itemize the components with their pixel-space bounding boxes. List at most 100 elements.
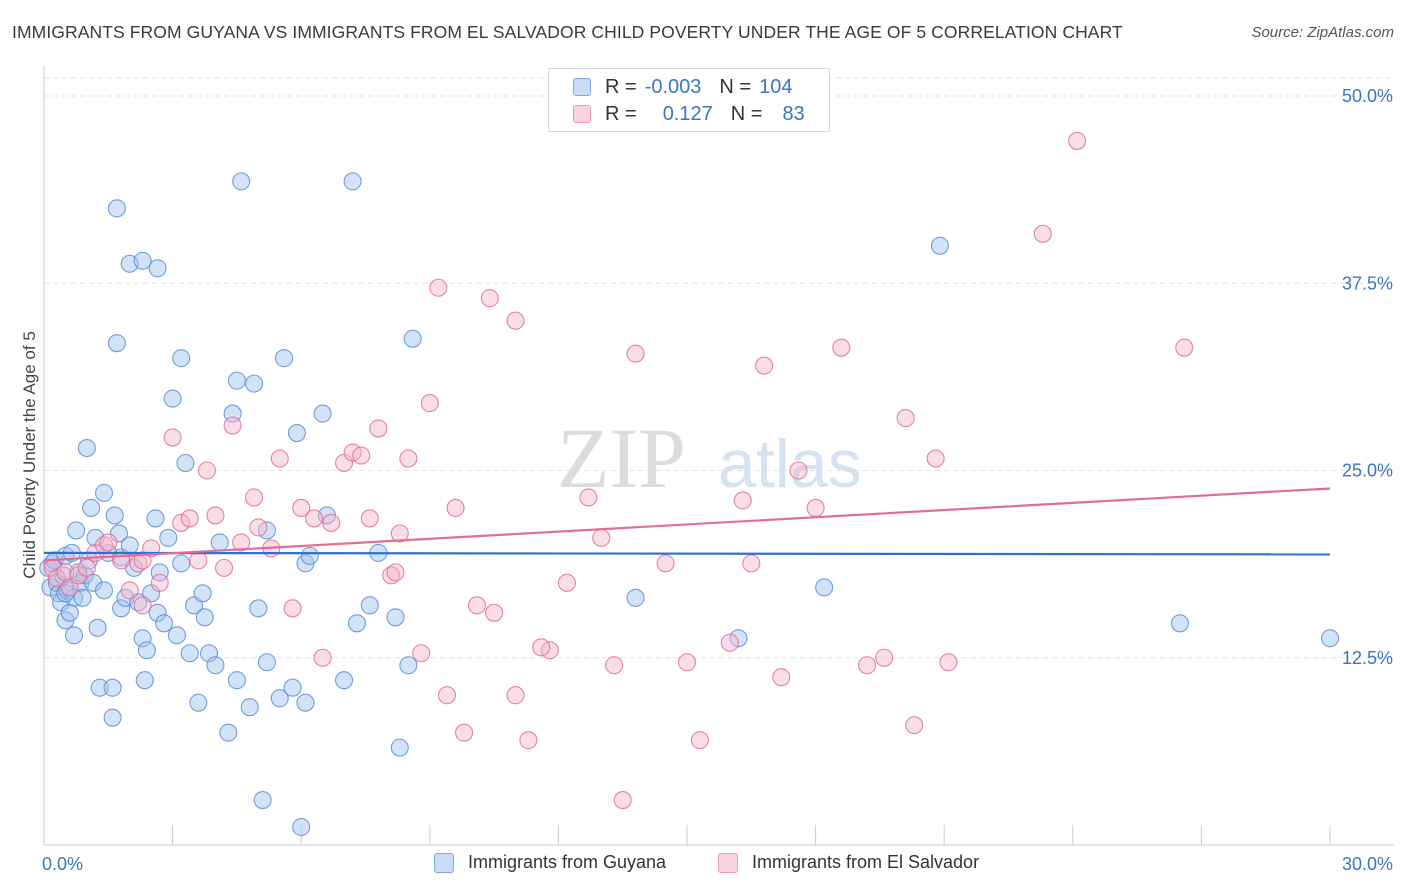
data-point xyxy=(605,656,624,675)
data-point xyxy=(313,648,332,667)
data-point xyxy=(386,563,405,582)
legend-swatch-guyana xyxy=(434,852,454,873)
legend-item-elsalvador: Immigrants from El Salvador xyxy=(718,852,979,873)
data-point xyxy=(150,573,169,592)
data-point xyxy=(287,423,306,443)
watermark: ZIP atlas xyxy=(557,410,862,506)
data-point xyxy=(343,172,362,191)
data-point xyxy=(270,689,289,708)
y-tick-label: 37.5% xyxy=(1342,273,1393,293)
data-point xyxy=(283,599,302,618)
data-point xyxy=(429,278,448,297)
legend-r-label: R = xyxy=(605,102,637,125)
data-point xyxy=(557,573,577,592)
correlation-legend: R = -0.003 N = 104 R = 0.127 N = 83 xyxy=(548,68,830,132)
data-point xyxy=(480,289,499,308)
data-point xyxy=(347,614,366,633)
data-point xyxy=(82,498,101,518)
data-point xyxy=(399,449,418,468)
data-point xyxy=(390,524,409,543)
y-tick-label: 25.0% xyxy=(1342,461,1393,481)
data-point xyxy=(506,311,525,330)
data-point xyxy=(90,678,109,697)
data-point xyxy=(296,693,315,712)
data-point xyxy=(135,671,154,690)
data-point xyxy=(60,603,79,622)
data-point xyxy=(167,626,186,645)
data-point xyxy=(399,656,418,675)
data-point xyxy=(172,513,191,532)
data-point xyxy=(163,389,182,408)
data-point xyxy=(244,374,264,393)
watermark-zip: ZIP xyxy=(557,410,686,506)
axes xyxy=(43,66,1394,846)
chart-title: IMMIGRANTS FROM GUYANA VS IMMIGRANTS FRO… xyxy=(12,22,1123,42)
data-point xyxy=(733,491,752,510)
data-point xyxy=(579,488,598,507)
data-point xyxy=(244,488,264,507)
data-point xyxy=(390,738,409,757)
data-point xyxy=(232,533,251,552)
y-axis-label: Child Poverty Under the Age of 5 xyxy=(20,331,39,579)
data-point xyxy=(210,533,229,552)
data-point xyxy=(189,693,208,712)
data-point xyxy=(412,644,431,663)
data-point xyxy=(253,791,272,810)
legend-swatch-elsalvador xyxy=(718,852,738,873)
data-point xyxy=(905,716,924,735)
series-guyana-points xyxy=(39,172,1340,837)
x-tick-label: 0.0% xyxy=(42,854,83,874)
data-point xyxy=(249,518,268,537)
trend-lines xyxy=(43,487,1331,562)
data-point xyxy=(172,554,191,573)
legend-row-elsalvador: R = 0.127 N = 83 xyxy=(573,102,805,126)
data-point xyxy=(292,498,311,518)
grid-lines xyxy=(44,77,1394,659)
data-point xyxy=(64,626,84,645)
series-legend: Immigrants from Guyana Immigrants from E… xyxy=(0,852,1406,876)
data-point xyxy=(172,349,191,368)
data-point xyxy=(120,536,139,555)
data-point xyxy=(857,656,877,675)
data-point xyxy=(322,513,341,532)
data-point xyxy=(656,554,675,573)
data-point xyxy=(360,596,379,615)
watermark-atlas: atlas xyxy=(718,426,862,502)
data-point xyxy=(176,453,195,473)
data-point xyxy=(352,446,371,465)
legend-item-guyana: Immigrants from Guyana xyxy=(434,852,666,873)
data-point xyxy=(150,563,169,582)
data-point xyxy=(926,449,945,468)
data-point xyxy=(446,498,465,518)
data-point xyxy=(592,528,611,547)
data-point xyxy=(1033,224,1052,243)
data-point xyxy=(313,404,332,423)
trend-line xyxy=(43,551,1331,556)
data-point xyxy=(832,338,851,357)
data-point xyxy=(789,461,808,480)
data-point xyxy=(193,584,212,603)
data-point xyxy=(133,251,152,270)
legend-r-label: R = xyxy=(605,75,637,98)
data-point xyxy=(896,409,915,428)
data-point xyxy=(94,483,114,503)
data-point xyxy=(1068,131,1087,150)
data-point xyxy=(223,416,242,435)
data-point xyxy=(77,558,96,577)
data-point xyxy=(159,528,178,547)
data-point xyxy=(112,599,131,618)
data-point xyxy=(99,533,118,552)
data-point xyxy=(240,698,259,717)
data-point xyxy=(467,596,487,615)
legend-n-label: N = xyxy=(719,75,752,98)
data-point xyxy=(189,551,208,570)
data-point xyxy=(437,686,456,705)
data-point xyxy=(257,653,276,672)
data-point xyxy=(103,708,122,727)
data-point xyxy=(73,588,92,607)
data-point xyxy=(485,603,504,622)
legend-r-value: -0.003 xyxy=(644,75,702,98)
data-point xyxy=(519,731,538,750)
data-point xyxy=(195,608,214,627)
